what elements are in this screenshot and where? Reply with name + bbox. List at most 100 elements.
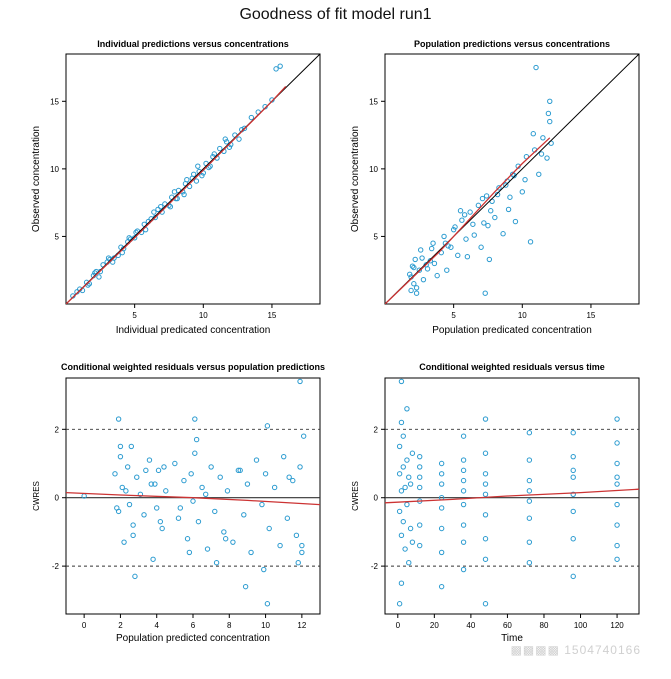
data-point [181,191,187,198]
y-tick-label: 15 [50,97,59,106]
data-point [482,536,489,542]
data-point [172,460,178,467]
data-point [396,601,403,607]
data-point [526,515,533,521]
data-point [203,491,209,497]
y-tick-label: 2 [374,425,379,434]
data-point [614,474,620,480]
y-tick-label: 0 [374,494,379,503]
x-tick-label: 6 [191,621,196,630]
data-point [519,189,525,195]
x-tick-label: 15 [267,311,276,320]
data-point [117,453,124,460]
data-point [155,206,161,213]
data-point [222,136,228,142]
data-point [526,559,533,566]
data-point [526,430,533,436]
data-point [193,178,200,184]
data-point [507,194,513,200]
data-point [540,135,546,141]
data-point [488,208,494,214]
data-point [431,260,438,267]
data-point [460,501,467,508]
data-point [130,532,136,539]
data-point [570,453,576,460]
data-point [119,484,125,491]
data-point [481,220,487,226]
x-tick-label: 120 [610,621,624,630]
data-point [416,267,423,273]
data-points [396,378,620,607]
data-point [396,443,403,450]
data-point [464,254,471,260]
data-point [211,151,217,157]
data-point [570,491,576,497]
data-point [199,484,205,491]
data-point [570,508,576,515]
data-point [177,505,184,511]
data-point [213,559,220,566]
data-point [413,290,420,296]
data-point [527,239,534,245]
data-point [475,202,482,209]
data-point [262,471,269,477]
data-point [411,264,417,271]
identity-line [385,54,639,304]
data-point [512,218,519,225]
data-point [417,522,423,528]
data-point [188,471,194,477]
data-point [248,549,254,556]
data-point [121,539,127,545]
data-point [396,471,403,477]
x-axis-label: Individual predicated concentration [116,325,271,336]
data-point [417,542,423,549]
data-point [253,457,260,463]
data-point [204,546,211,552]
data-point [463,236,469,242]
data-point [266,525,272,532]
y-tick-label: 10 [50,165,59,174]
data-point [461,212,468,218]
data-point [175,515,182,521]
data-point [482,491,489,497]
data-point [407,271,413,277]
data-point [409,263,416,269]
x-tick-label: 10 [518,311,527,320]
data-point [438,481,445,487]
data-point [126,501,133,508]
data-point [195,518,202,525]
data-point [404,457,410,463]
y-tick-label: 5 [55,232,60,241]
data-point [277,542,283,549]
data-point [482,471,489,477]
y-axis-label: CWRES [32,481,41,511]
smooth-line [66,491,320,506]
y-tick-label: 15 [369,97,378,106]
data-point [522,176,528,183]
data-point [614,460,620,467]
y-tick-label: 0 [55,494,60,503]
data-point [483,193,490,199]
data-point [398,580,405,586]
data-point [192,450,198,456]
data-point [112,471,118,477]
data-point [123,488,129,494]
data-point [230,539,236,545]
plot-frame [65,377,321,615]
data-point [438,505,445,511]
data-point [286,474,292,480]
data-point [494,191,501,198]
data-point [152,214,158,221]
x-tick-label: 0 [82,621,87,630]
data-point [505,206,512,213]
data-point [190,498,196,504]
smooth-line [385,488,639,504]
plot-frame [65,53,321,305]
data-point [482,450,489,456]
data-point [146,457,153,463]
data-point [236,136,242,142]
data-point [417,484,423,491]
data-point [614,556,620,562]
data-point [297,378,303,385]
